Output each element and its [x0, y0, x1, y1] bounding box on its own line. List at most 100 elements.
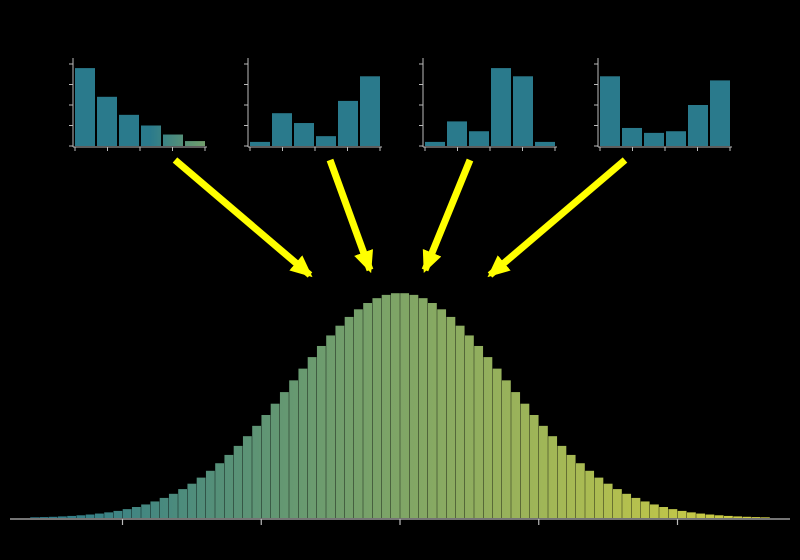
main-bar — [502, 380, 511, 518]
main-bar — [678, 511, 687, 518]
main-bar — [252, 426, 261, 518]
small-bar — [644, 133, 664, 146]
main-bar — [705, 515, 714, 518]
main-bar — [613, 489, 622, 518]
main-bar — [243, 436, 252, 518]
main-bar — [354, 309, 363, 518]
main-bar — [493, 369, 502, 518]
main-bar — [576, 463, 585, 518]
small-bar — [360, 76, 380, 146]
main-bar — [169, 494, 178, 518]
small-bar — [185, 141, 205, 146]
main-bar — [123, 509, 132, 518]
main-bar — [345, 317, 354, 518]
main-bar — [206, 471, 215, 518]
main-bar — [224, 455, 233, 518]
small-bar — [688, 105, 708, 146]
small-bar — [447, 121, 467, 146]
small-bar — [75, 68, 95, 146]
main-bar — [335, 326, 344, 518]
main-bar — [539, 426, 548, 518]
main-bar — [95, 514, 104, 518]
main-bar — [271, 404, 280, 518]
small-bar — [316, 136, 336, 146]
main-bar — [456, 326, 465, 518]
main-bar — [446, 317, 455, 518]
small-bar — [163, 135, 183, 146]
main-bar — [715, 515, 724, 518]
main-bar — [363, 303, 372, 518]
main-bar — [178, 489, 187, 518]
main-bar — [30, 517, 39, 518]
small-bar — [622, 128, 642, 146]
small-bar — [272, 113, 292, 146]
main-bar — [86, 515, 95, 518]
main-bar — [49, 517, 58, 518]
canvas-bg — [0, 0, 800, 560]
main-bar — [150, 501, 159, 518]
small-bar — [535, 142, 555, 146]
small-bar — [491, 68, 511, 146]
main-bar — [289, 380, 298, 518]
main-bar — [58, 516, 67, 518]
main-bar — [742, 517, 751, 518]
main-bar — [409, 295, 418, 518]
main-bar — [631, 498, 640, 518]
main-bar — [696, 514, 705, 518]
main-bar — [298, 369, 307, 518]
main-bar — [187, 484, 196, 518]
small-bar — [425, 142, 445, 146]
main-bar — [511, 392, 520, 518]
small-bar — [469, 131, 489, 146]
main-bar — [650, 504, 659, 518]
main-bar — [234, 446, 243, 518]
main-bar — [604, 484, 613, 518]
main-bar — [733, 516, 742, 518]
main-bar — [557, 446, 566, 518]
main-bar — [141, 504, 150, 518]
main-bar — [520, 404, 529, 518]
small-bar — [710, 80, 730, 146]
small-bar — [97, 97, 117, 146]
main-bar — [160, 498, 169, 518]
main-bar — [39, 517, 48, 518]
main-bar — [317, 346, 326, 518]
main-bar — [437, 309, 446, 518]
main-bar — [400, 293, 409, 518]
main-bar — [372, 298, 381, 518]
main-bar — [419, 298, 428, 518]
small-bar — [600, 76, 620, 146]
main-bar — [594, 478, 603, 518]
clt-figure — [0, 0, 800, 560]
main-bar — [622, 494, 631, 518]
main-bar — [326, 335, 335, 518]
main-bar — [104, 512, 113, 518]
small-bar — [119, 115, 139, 146]
main-bar — [308, 357, 317, 518]
main-bar — [261, 415, 270, 518]
main-bar — [113, 511, 122, 518]
main-bar — [659, 507, 668, 518]
main-bar — [197, 478, 206, 518]
main-bar — [530, 415, 539, 518]
main-bar — [752, 517, 761, 518]
main-bar — [585, 471, 594, 518]
small-bar — [338, 101, 358, 146]
main-bar — [132, 507, 141, 518]
main-bar — [668, 509, 677, 518]
small-bar — [294, 123, 314, 146]
main-bar — [215, 463, 224, 518]
small-bar — [141, 126, 161, 147]
main-bar — [724, 516, 733, 518]
main-bar — [483, 357, 492, 518]
main-bar — [548, 436, 557, 518]
main-bar — [280, 392, 289, 518]
main-bar — [567, 455, 576, 518]
main-bar — [67, 516, 76, 518]
main-bar — [428, 303, 437, 518]
main-bar — [687, 512, 696, 518]
main-bar — [474, 346, 483, 518]
small-bar — [513, 76, 533, 146]
main-bar — [465, 335, 474, 518]
main-bar — [382, 295, 391, 518]
